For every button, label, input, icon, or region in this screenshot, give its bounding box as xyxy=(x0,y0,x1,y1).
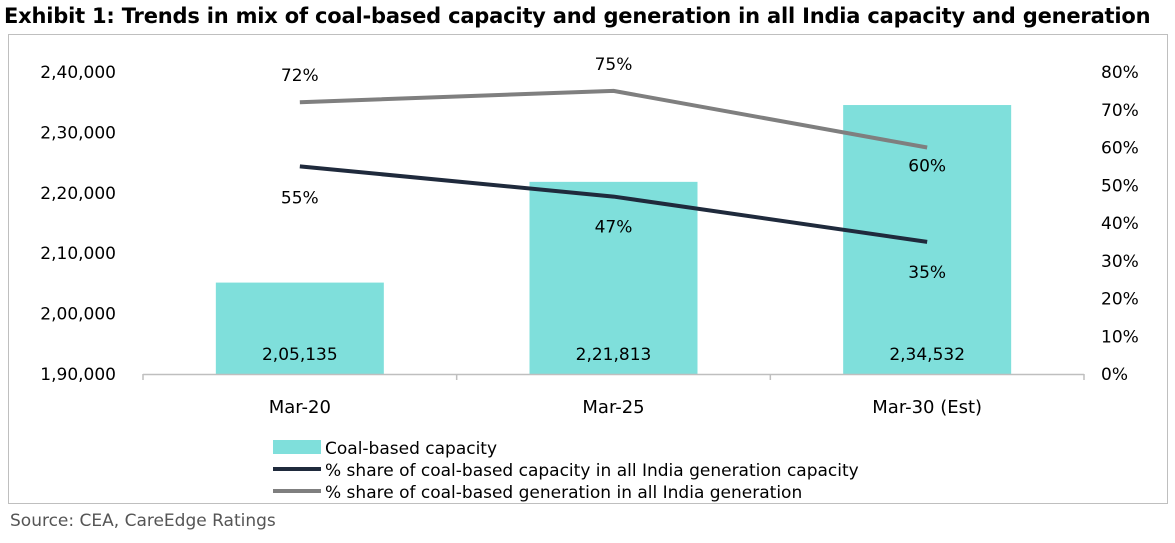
right-axis-tick-label: 40% xyxy=(1101,214,1139,234)
left-axis-tick-label: 2,30,000 xyxy=(40,123,116,143)
right-axis-tick-label: 0% xyxy=(1101,365,1128,385)
generation-share-data-label: 60% xyxy=(908,157,946,177)
bar-data-label: 2,05,135 xyxy=(262,345,338,365)
right-axis-tick-label: 10% xyxy=(1101,327,1139,347)
left-axis-tick-label: 2,00,000 xyxy=(40,305,116,325)
capacity-share-data-label: 55% xyxy=(281,188,319,208)
legend-label-coal-capacity: Coal-based capacity xyxy=(325,439,497,459)
right-axis-tick-label: 30% xyxy=(1101,252,1139,272)
bar-data-label: 2,34,532 xyxy=(889,345,965,365)
bar-coal-capacity xyxy=(529,181,698,374)
generation-share-data-label: 72% xyxy=(281,66,319,86)
bar-data-label: 2,21,813 xyxy=(576,345,652,365)
right-axis-tick-label: 50% xyxy=(1101,176,1139,196)
generation-share-data-label: 75% xyxy=(595,55,633,75)
bar-coal-capacity xyxy=(215,282,384,374)
right-axis-tick-label: 20% xyxy=(1101,290,1139,310)
right-axis-tick-label: 70% xyxy=(1101,101,1139,121)
x-axis-category-label: Mar-20 xyxy=(269,397,331,418)
right-axis-tick-label: 80% xyxy=(1101,63,1139,83)
left-axis-tick-label: 1,90,000 xyxy=(40,365,116,385)
right-axis-tick-label: 60% xyxy=(1101,139,1139,159)
left-axis-tick-label: 2,10,000 xyxy=(40,244,116,264)
combo-chart: 1,90,000 2,00,000 2,10,000 2,20,000 2,30,000… xyxy=(40,55,1139,503)
capacity-share-data-label: 35% xyxy=(908,263,946,283)
source-note: Source: CEA, CareEdge Ratings xyxy=(10,511,276,531)
legend-swatch-coal-capacity xyxy=(273,440,321,454)
line-generation-share xyxy=(299,88,928,150)
legend-label-generation-share: % share of coal-based generation in all … xyxy=(325,483,802,503)
x-axis-category-label: Mar-25 xyxy=(582,397,644,418)
line-capacity-share xyxy=(299,164,928,244)
left-axis-tick-label: 2,40,000 xyxy=(40,63,116,83)
chart-frame: 1,90,000 2,00,000 2,10,000 2,20,000 2,30,000… xyxy=(8,34,1168,504)
left-axis-tick-label: 2,20,000 xyxy=(40,184,116,204)
capacity-share-data-label: 47% xyxy=(595,218,633,238)
bar-coal-capacity xyxy=(843,105,1012,374)
chart-title: Exhibit 1: Trends in mix of coal-based c… xyxy=(4,4,1151,28)
legend-label-capacity-share: % share of coal-based capacity in all In… xyxy=(325,461,859,481)
x-axis-category-label: Mar-30 (Est) xyxy=(872,397,982,418)
